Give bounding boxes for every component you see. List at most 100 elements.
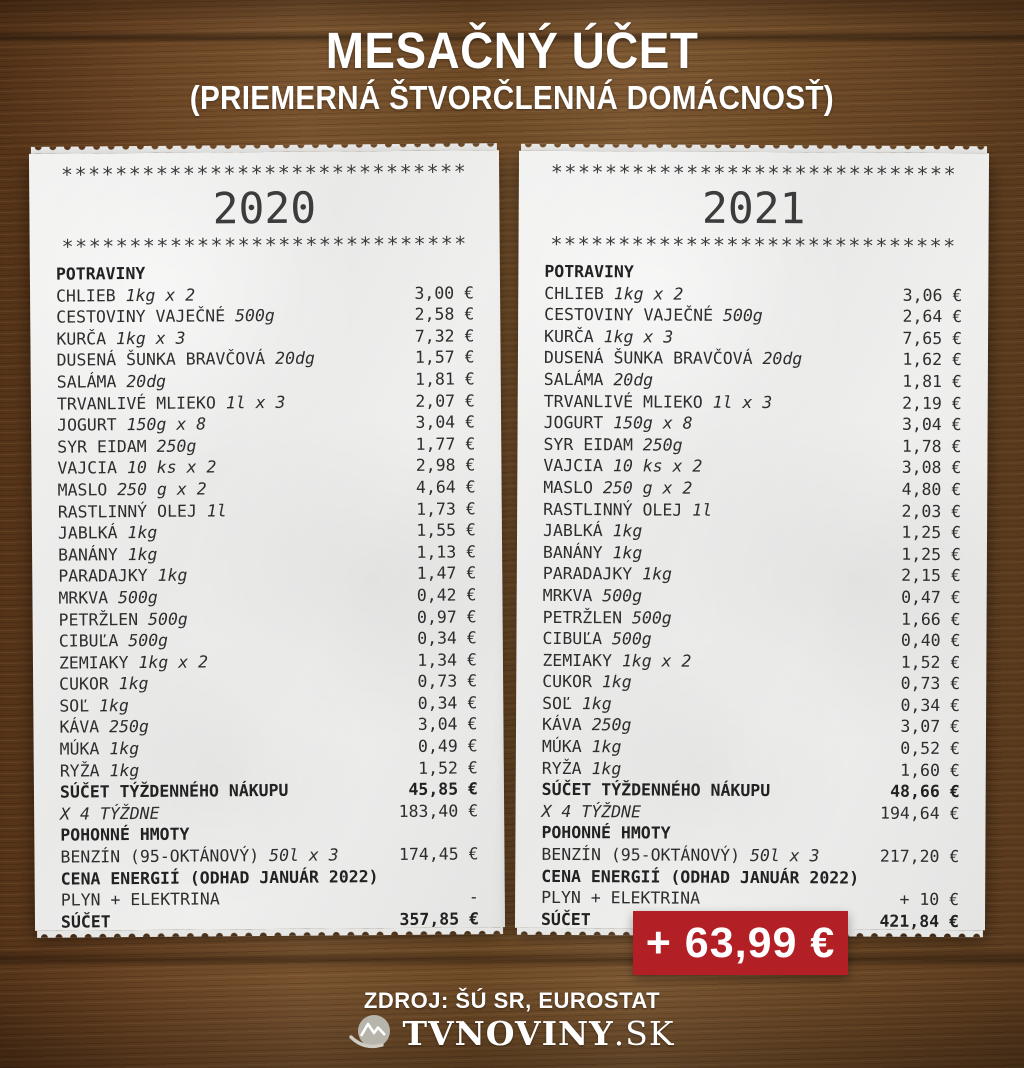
item-name: JOGURT	[57, 415, 117, 435]
item-quantity: 1kg	[89, 695, 129, 716]
item-price: 0,34 €	[417, 693, 478, 713]
item-price: 4,64 €	[415, 477, 476, 497]
item-name: KURČA	[544, 326, 594, 346]
item-quantity: 20dg	[603, 370, 654, 390]
item-price: 2,07 €	[415, 390, 475, 411]
item-name: CHLIEB	[544, 283, 604, 303]
item-quantity: 1kg	[99, 739, 140, 759]
item-price: 3,08 €	[901, 458, 962, 478]
item-quantity: 250g	[632, 435, 683, 455]
item-quantity: 500g	[138, 609, 188, 629]
item-price: 1,47 €	[416, 563, 477, 584]
item-name: X 4 TÝŽDNE	[541, 801, 641, 822]
receipt-row: X 4 TÝŽDNE 194,64 €	[542, 801, 960, 825]
item-price: 0,52 €	[900, 738, 960, 759]
item-name: ZEMIAKY	[542, 650, 612, 670]
item-name: SYR EIDAM	[57, 436, 147, 457]
item-quantity: 1kg	[117, 522, 158, 543]
receipt-row: BENZÍN (95-OKTÁNOVÝ) 50l x 3 174,45 €	[60, 843, 478, 868]
receipt-row: MRKVA 500g 0,47 €	[543, 585, 961, 609]
item-price: 2,98 €	[415, 455, 476, 476]
receipt-row: RYŽA 1kg 1,60 €	[542, 758, 960, 782]
item-price: -	[468, 887, 479, 907]
receipt-rows: POTRAVINY CHLIEB 1kg x 2 3,00 € CESTOVIN…	[56, 260, 479, 933]
item-name: POTRAVINY	[55, 263, 146, 284]
item-name: RYŽA	[541, 758, 582, 778]
item-name: MRKVA	[58, 588, 109, 608]
item-quantity: 1kg x 2	[115, 285, 196, 305]
item-name: JABLKÁ	[542, 521, 603, 541]
item-name: TRVANLIVÉ MLIEKO	[56, 392, 216, 414]
item-quantity: 1kg x 3	[593, 326, 674, 347]
item-name: TRVANLIVÉ MLIEKO	[543, 391, 703, 412]
item-price: 0,34 €	[417, 628, 477, 648]
item-price: 4,80 €	[901, 479, 962, 500]
item-price: 1,52 €	[418, 758, 478, 778]
tvnoviny-logo: TVNOVINY.SK	[0, 1012, 1024, 1054]
item-quantity: 1kg	[108, 674, 149, 694]
item-name: SALÁMA	[56, 372, 117, 392]
item-price: 1,55 €	[416, 520, 476, 540]
receipt-row: CESTOVINY VAJEČNÉ 500g 2,64 €	[544, 304, 962, 328]
item-price: 1,78 €	[901, 436, 962, 456]
item-name: SÚČET	[540, 909, 591, 929]
item-quantity: 1kg	[591, 672, 632, 692]
item-price: 0,49 €	[417, 736, 478, 756]
item-price: 1,66 €	[900, 609, 961, 629]
item-name: JABLKÁ	[57, 523, 118, 543]
item-price: 0,42 €	[416, 585, 477, 605]
item-quantity: 150g x 8	[116, 414, 207, 435]
item-quantity: 1kg x 3	[106, 328, 186, 349]
receipt-row: SOĽ 1kg 0,34 €	[542, 693, 960, 717]
item-quantity: 1l	[682, 500, 713, 520]
item-price: 183,40 €	[398, 801, 479, 821]
receipt-row: SALÁMA 20dg 1,81 €	[544, 369, 962, 393]
item-quantity: 1l	[196, 500, 227, 521]
item-quantity: 500g	[622, 607, 672, 628]
item-price: 0,47 €	[901, 587, 961, 607]
item-price: 3,04 €	[415, 412, 476, 432]
item-name: DUSENÁ ŠUNKA BRAVČOVÁ	[543, 348, 753, 369]
item-quantity: 1kg	[602, 542, 643, 563]
item-price: 217,20 €	[879, 846, 960, 867]
item-name: X 4 TÝŽDNE	[60, 803, 160, 824]
item-name: CUKOR	[59, 674, 109, 694]
item-name: SYR EIDAM	[543, 434, 633, 455]
item-price: 1,25 €	[901, 544, 961, 564]
item-name: MASLO	[57, 480, 108, 500]
item-price: 3,00 €	[414, 282, 475, 303]
receipt-paper: ****************************** 2020 ****…	[28, 150, 506, 933]
receipt-row: TRVANLIVÉ MLIEKO 1l x 3 2,19 €	[544, 390, 962, 414]
receipt-row: CUKOR 1kg 0,73 €	[542, 671, 960, 695]
receipt-row: BENZÍN (95-OKTÁNOVÝ) 50l x 3 217,20 €	[541, 844, 959, 868]
item-name: PETRŽLEN	[58, 609, 139, 630]
item-price: 3,04 €	[417, 714, 478, 735]
item-name: RASTLINNÝ OLEJ	[543, 499, 683, 520]
item-name: PLYN + ELEKTRINA	[541, 888, 701, 908]
item-name: POHONNÉ HMOTY	[60, 825, 190, 846]
item-name: SOĽ	[542, 693, 573, 713]
item-price: 1,34 €	[417, 650, 478, 670]
item-price: 2,03 €	[901, 501, 962, 521]
item-name: SOĽ	[59, 696, 90, 716]
item-quantity: 1kg x 2	[611, 650, 692, 671]
receipt-row: MÚKA 1kg 0,52 €	[542, 736, 960, 760]
item-name: RYŽA	[59, 760, 100, 781]
receipt-row: JOGURT 150g x 8 3,04 €	[544, 412, 962, 436]
receipt-row: RASTLINNÝ OLEJ 1l 2,03 €	[543, 498, 961, 522]
item-name: JOGURT	[543, 413, 604, 433]
item-quantity: 1l x 3	[215, 392, 286, 412]
item-name: BENZÍN (95-OKTÁNOVÝ)	[60, 846, 260, 867]
item-price: 7,65 €	[902, 328, 963, 348]
receipt-row: PLYN + ELEKTRINA + 10 €	[541, 887, 959, 911]
item-name: PARADAJKY	[542, 564, 633, 584]
item-price: 48,66 €	[890, 781, 960, 802]
item-price: 1,25 €	[901, 522, 962, 543]
receipt-row: VAJCIA 10 ks x 2 3,08 €	[543, 455, 961, 479]
receipt-row: MASLO 250 g x 2 4,80 €	[543, 477, 961, 501]
item-price: 1,81 €	[902, 371, 962, 392]
item-quantity: 20dg	[752, 349, 803, 369]
item-name: MRKVA	[542, 585, 593, 606]
item-quantity: 1kg	[99, 760, 140, 780]
item-quantity: 1kg	[571, 693, 612, 714]
